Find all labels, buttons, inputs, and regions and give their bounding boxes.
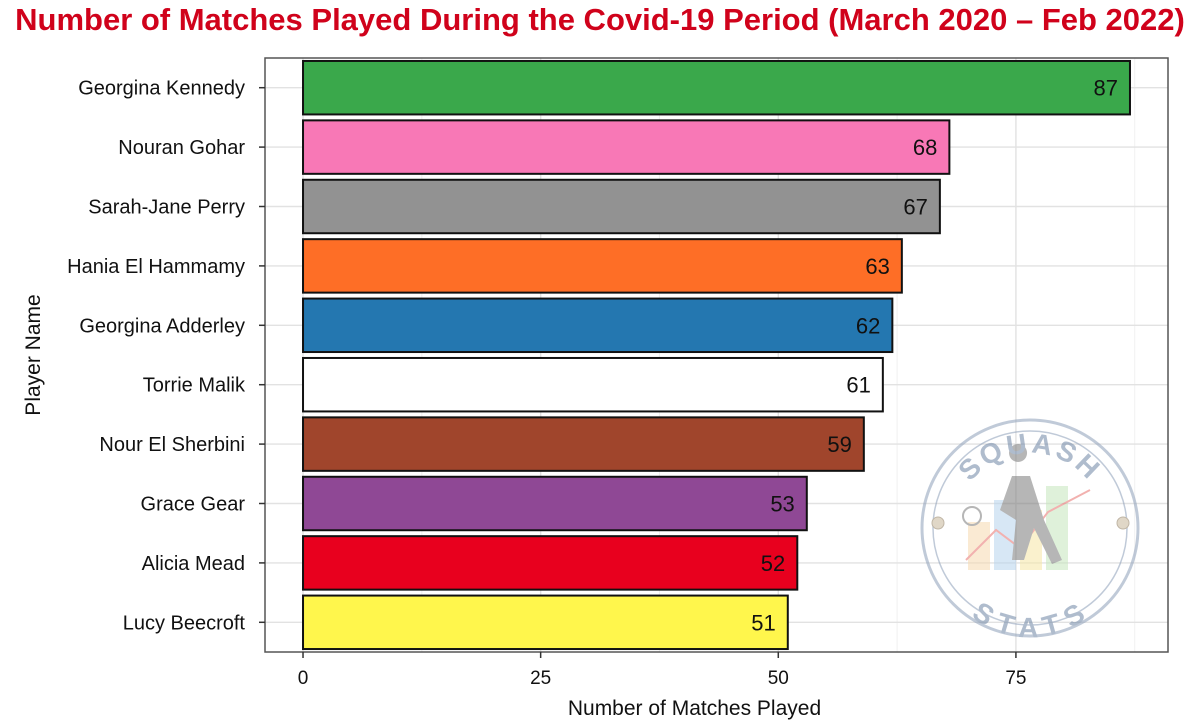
axis-ticks: 0 25 50 75 Georgina Kennedy Nouran Gohar Sarah… [67, 78, 1026, 689]
x-tick-label: 0 [298, 668, 309, 689]
watermark-dot-right [1116, 516, 1130, 530]
chart-title: Number of Matches Played During the Covi… [15, 2, 1185, 37]
squash-player-icon [1000, 444, 1062, 564]
bar-value-label: 53 [770, 492, 794, 517]
category-label: Torrie Malik [143, 375, 246, 397]
x-tick-label: 25 [530, 668, 551, 689]
watermark-outer-ring [920, 418, 1140, 638]
x-tick-label: 50 [768, 668, 789, 689]
category-label: Lucy Beecroft [123, 612, 246, 634]
category-label: Grace Gear [141, 494, 246, 516]
racket-icon [962, 506, 982, 526]
watermark-dot-left [931, 516, 945, 530]
plot-panel-border [264, 57, 1169, 653]
bar [302, 535, 799, 591]
bar-value-label: 87 [1093, 76, 1117, 101]
bar [302, 297, 894, 354]
category-label: Nour El Sherbini [99, 434, 245, 456]
category-label: Alicia Mead [142, 553, 245, 575]
bar [302, 178, 941, 235]
watermark-bar [994, 500, 1016, 570]
bar-value-label: 51 [751, 610, 775, 635]
bar-value-label: 52 [761, 551, 785, 576]
x-tick-label: 75 [1005, 668, 1026, 689]
bar [302, 119, 951, 175]
bar-value-label: 59 [827, 432, 851, 457]
bar [302, 59, 1131, 116]
bar [302, 594, 789, 651]
category-label: Hania El Hammamy [67, 256, 245, 278]
y-axis-title: Player Name [22, 294, 45, 415]
bars: 87 68 67 63 62 61 59 53 52 51 [302, 59, 1131, 651]
bar [302, 238, 903, 294]
bar [302, 356, 884, 413]
bar [302, 475, 808, 532]
bar-value-label: 68 [913, 135, 937, 160]
category-label: Georgina Kennedy [78, 78, 245, 100]
bar-value-label: 61 [846, 373, 870, 398]
category-label: Nouran Gohar [118, 137, 245, 159]
x-axis-title: Number of Matches Played [568, 697, 821, 720]
bar-value-label: 62 [856, 313, 880, 338]
category-label: Georgina Adderley [79, 315, 245, 337]
bar-value-label: 67 [903, 195, 927, 220]
bar [302, 416, 865, 472]
bar-value-label: 63 [865, 254, 889, 279]
category-label: Sarah-Jane Perry [88, 197, 245, 219]
